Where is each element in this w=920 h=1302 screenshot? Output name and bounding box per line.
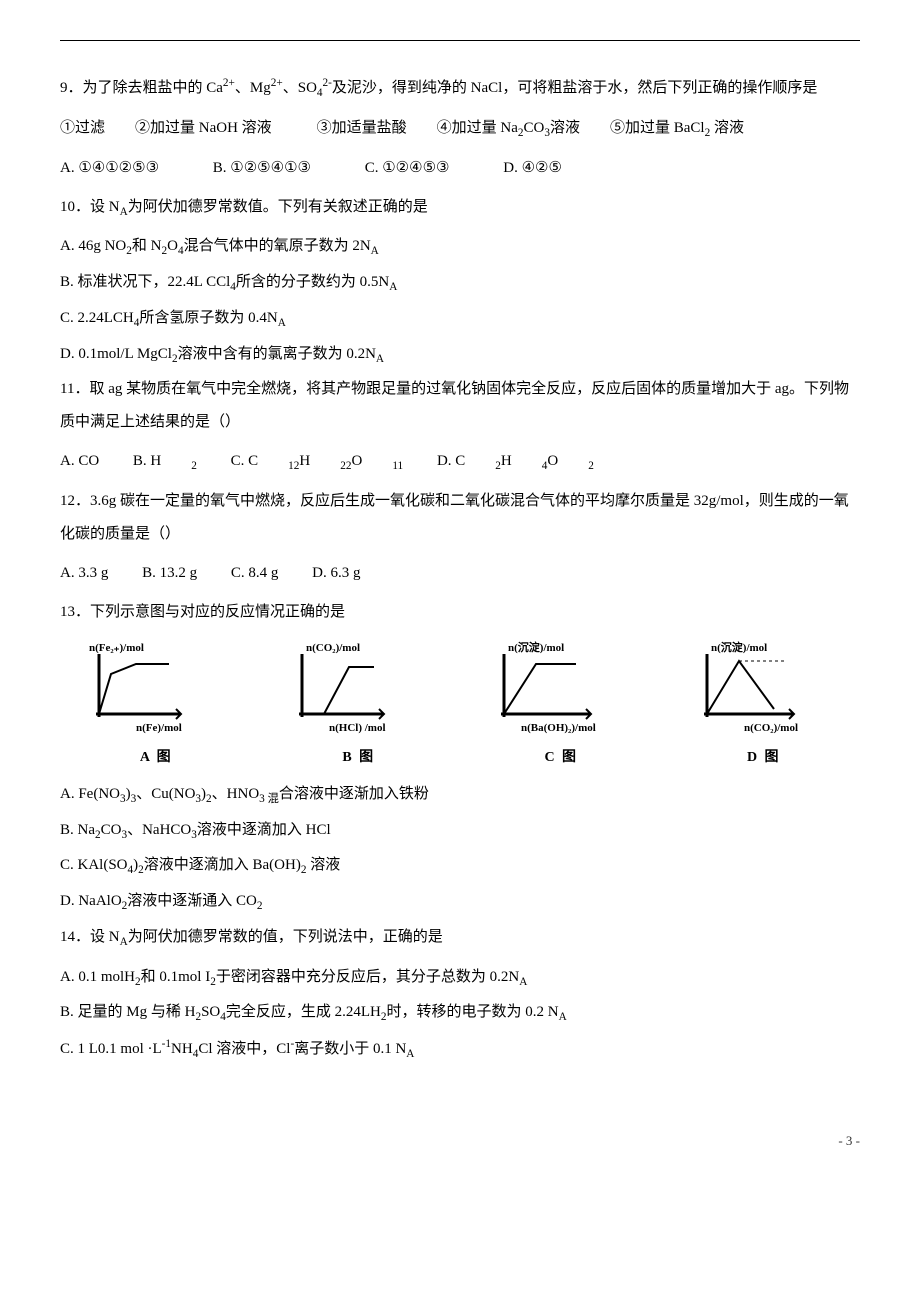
chart-a-svg: n(Fe₂₊)/mol n(Fe)/mol [81,639,231,739]
q9-opt-d: D. ④②⑤ [503,160,562,176]
svg-text:n(Fe₂₊)/mol: n(Fe₂₊)/mol [89,642,144,654]
svg-text:n(HCl) /mol: n(HCl) /mol [329,722,386,734]
q9-opt-b: B. ①②⑤④①③ [213,160,311,176]
q13-opt-c: C. KAl(SO4)2溶液中逐滴加入 Ba(OH)2 溶液 [60,849,860,883]
top-rule [60,40,860,41]
q10-opt-c: C. 2.24LCH4所含氢原子数为 0.4NA [60,302,860,336]
curve [302,667,374,714]
q9-opt-a: A. ①④①②⑤③ [60,160,159,176]
q11-opt-a: A. CO [60,453,99,469]
question-12: 12．3.6g 碳在一定量的氧气中燃烧，反应后生成一氧化碳和二氧化碳混合气体的平… [60,485,860,551]
q11-options: A. CO B. H2 C. C12H22O11 D. C2H4O2 [60,445,860,479]
q11-opt-c: C. C12H22O11 [231,453,404,469]
q12-opt-c: C. 8.4 g [231,565,279,581]
chart-b-label: B 图 [263,743,456,774]
q12-opt-d: D. 6.3 g [312,565,360,581]
question-13: 13．下列示意图与对应的反应情况正确的是 [60,596,860,629]
chart-c: n(沉淀)/mol n(Ba(OH)₂)/mol C 图 [465,639,658,774]
q13-opt-b: B. Na2CO3、NaHCO3溶液中逐滴加入 HCl [60,814,860,848]
svg-text:n(CO₂)/mol: n(CO₂)/mol [744,722,798,734]
q10-opt-d: D. 0.1mol/L MgCl2溶液中含有的氯离子数为 0.2NA [60,338,860,372]
chart-d-svg: n(沉淀)/mol n(CO₂)/mol [689,639,839,739]
q9-steps: ①过滤 ②加过量 NaOH 溶液 ③加适量盐酸 ④加过量 Na2CO3溶液 ⑤加… [60,112,860,146]
svg-text:n(沉淀)/mol: n(沉淀)/mol [508,640,564,654]
q14-opt-c: C. 1 L0.1 mol ·L-1NH4Cl 溶液中，Cl-离子数小于 0.1… [60,1032,860,1067]
question-14: 14．设 NA为阿伏加德罗常数的值，下列说法中，正确的是 [60,921,860,955]
question-11: 11．取 ag 某物质在氧气中完全燃烧，将其产物跟足量的过氧化钠固体完全反应，反… [60,373,860,439]
svg-text:n(Ba(OH)₂)/mol: n(Ba(OH)₂)/mol [521,722,596,734]
q13-charts: n(Fe₂₊)/mol n(Fe)/mol A 图 n(CO₂)/mol n(H… [60,639,860,774]
q12-opt-b: B. 13.2 g [142,565,197,581]
q10-opt-a: A. 46g NO2和 N2O4混合气体中的氧原子数为 2NA [60,230,860,264]
chart-d: n(沉淀)/mol n(CO₂)/mol D 图 [668,639,861,774]
q9-stem: 9．为了除去粗盐中的 Ca2+、Mg2+、SO42-及泥沙，得到纯净的 NaCl… [60,80,817,96]
curve [707,661,774,714]
q12-opt-a: A. 3.3 g [60,565,108,581]
svg-text:n(Fe)/mol: n(Fe)/mol [136,722,182,734]
question-9: 9．为了除去粗盐中的 Ca2+、Mg2+、SO42-及泥沙，得到纯净的 NaCl… [60,71,860,106]
chart-a-label: A 图 [60,743,253,774]
q11-opt-b: B. H2 [133,453,197,469]
q13-opt-d: D. NaAlO2溶液中逐渐通入 CO2 [60,885,860,919]
chart-b: n(CO₂)/mol n(HCl) /mol B 图 [263,639,456,774]
svg-text:n(沉淀)/mol: n(沉淀)/mol [711,640,767,654]
chart-a: n(Fe₂₊)/mol n(Fe)/mol A 图 [60,639,253,774]
question-10: 10．设 NA为阿伏加德罗常数值。下列有关叙述正确的是 [60,191,860,225]
q11-opt-d: D. C2H4O2 [437,453,594,469]
q13-opt-a: A. Fe(NO3)3、Cu(NO3)2、HNO3 混合溶液中逐渐加入铁粉 [60,778,860,812]
page-number: - 3 - [60,1127,860,1156]
q14-opt-a: A. 0.1 molH2和 0.1mol I2于密闭容器中充分反应后，其分子总数… [60,961,860,995]
q10-opt-b: B. 标准状况下，22.4L CCl4所含的分子数约为 0.5NA [60,266,860,300]
q12-options: A. 3.3 g B. 13.2 g C. 8.4 g D. 6.3 g [60,557,860,590]
q9-options: A. ①④①②⑤③ B. ①②⑤④①③ C. ①②④⑤③ D. ④②⑤ [60,152,860,185]
q9-opt-c: C. ①②④⑤③ [365,160,450,176]
chart-c-label: C 图 [465,743,658,774]
chart-b-svg: n(CO₂)/mol n(HCl) /mol [284,639,434,739]
curve [504,664,576,714]
svg-text:n(CO₂)/mol: n(CO₂)/mol [306,642,360,654]
chart-d-label: D 图 [668,743,861,774]
q14-opt-b: B. 足量的 Mg 与稀 H2SO4完全反应，生成 2.24LH2时，转移的电子… [60,996,860,1030]
chart-c-svg: n(沉淀)/mol n(Ba(OH)₂)/mol [486,639,636,739]
curve [99,664,169,714]
